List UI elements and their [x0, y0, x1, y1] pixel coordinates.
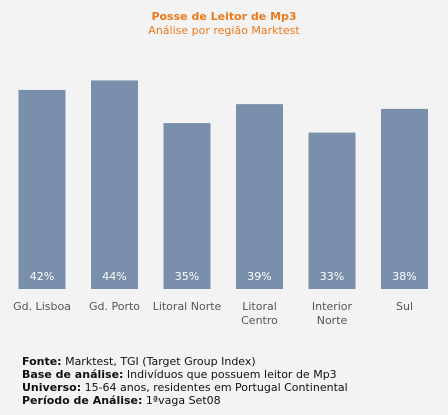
data-label-6: 38%: [392, 270, 416, 283]
data-label-3: 35%: [175, 270, 199, 283]
category-label-1: Gd. Lisboa: [13, 300, 71, 313]
bar-3: [163, 123, 211, 289]
data-label-5: 33%: [320, 270, 344, 283]
footer-source: Fonte: Marktest, TGI (Target Group Index…: [22, 355, 348, 368]
category-label-2: Gd. Porto: [89, 300, 140, 313]
category-label-6: Sul: [396, 300, 413, 313]
footer-source-label: Fonte:: [22, 355, 62, 368]
category-label-5: Interior Norte: [312, 300, 353, 327]
footer-universe-text: 15-64 anos, residentes em Portugal Conti…: [81, 381, 348, 394]
footer-universe-label: Universo:: [22, 381, 82, 394]
bar-5: [308, 132, 356, 289]
footer-universe: Universo: 15-64 anos, residentes em Port…: [22, 381, 348, 394]
category-label-4: Litoral Centro: [241, 300, 278, 327]
footer-period-text: 1ªvaga Set08: [142, 394, 221, 407]
footer-base: Base de análise: Indivíduos que possuem …: [22, 368, 348, 381]
chart-footer: Fonte: Marktest, TGI (Target Group Index…: [22, 355, 348, 407]
bar-2: [91, 80, 138, 289]
bar-4: [236, 104, 283, 289]
data-label-4: 39%: [247, 270, 271, 283]
category-label-3: Litoral Norte: [153, 300, 222, 313]
footer-period: Período de Análise: 1ªvaga Set08: [22, 394, 348, 407]
footer-source-text: Marktest, TGI (Target Group Index): [61, 355, 256, 368]
chart-title: Posse de Leitor de Mp3: [151, 10, 297, 23]
chart-subtitle: Análise por região Marktest: [148, 24, 300, 37]
bar-6: [381, 108, 428, 289]
data-label-1: 42%: [30, 270, 54, 283]
footer-period-label: Período de Análise:: [22, 394, 143, 407]
data-label-2: 44%: [102, 270, 126, 283]
bar-1: [18, 89, 66, 289]
footer-base-label: Base de análise:: [22, 368, 124, 381]
footer-base-text: Indivíduos que possuem leitor de Mp3: [123, 368, 337, 381]
